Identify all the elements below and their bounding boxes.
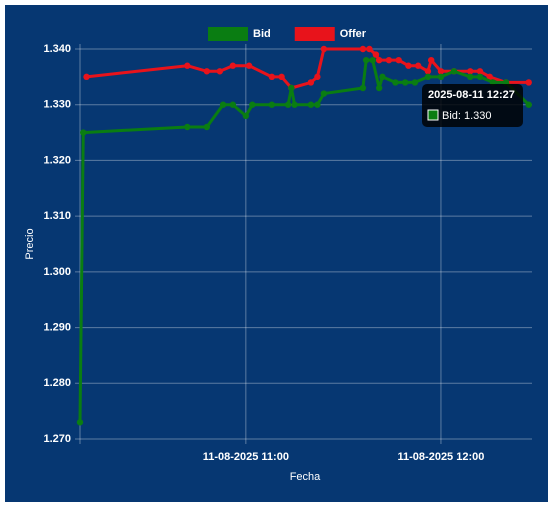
data-point: [476, 68, 484, 75]
data-point: [366, 45, 373, 53]
data-point: [437, 73, 445, 81]
data-point: [411, 79, 419, 86]
data-point: [450, 68, 458, 75]
data-point: [525, 79, 532, 86]
tooltip-label: Bid: 1.330: [442, 110, 492, 122]
data-point: [525, 101, 532, 108]
data-point: [486, 73, 493, 81]
data-point: [401, 79, 409, 86]
data-point: [467, 73, 474, 81]
data-point: [80, 129, 87, 136]
tooltip: 2025-08-11 12:27 Bid: 1.330: [422, 84, 523, 127]
y-axis-title: Precio: [24, 228, 36, 259]
data-point: [314, 73, 321, 81]
y-tick-label: 1.340: [43, 43, 71, 55]
data-point: [83, 73, 90, 81]
data-point: [268, 73, 276, 81]
data-point: [375, 56, 383, 64]
data-point: [216, 68, 224, 75]
data-point: [291, 101, 298, 108]
data-point: [372, 51, 380, 58]
data-point: [405, 62, 412, 69]
data-point: [314, 101, 321, 108]
x-tick-label: 11-08-2025 11:00: [203, 451, 289, 463]
data-point: [76, 419, 84, 426]
legend-label: Bid: [253, 28, 271, 40]
data-point: [359, 45, 367, 53]
data-point: [284, 101, 292, 108]
data-point: [359, 84, 367, 92]
y-tick-label: 1.280: [43, 377, 71, 389]
y-tick-label: 1.300: [43, 266, 71, 278]
data-point: [369, 56, 376, 64]
data-point: [467, 68, 474, 75]
x-tick-label: 11-08-2025 12:00: [398, 451, 485, 463]
data-point: [184, 62, 191, 69]
data-point: [278, 73, 285, 81]
data-point: [476, 73, 484, 81]
data-point: [437, 68, 445, 75]
data-point: [385, 56, 393, 64]
data-point: [245, 62, 253, 69]
x-axis-title: Fecha: [290, 471, 321, 483]
data-point: [392, 79, 399, 86]
data-point: [307, 101, 315, 108]
data-point: [249, 101, 256, 108]
tooltip-title: 2025-08-11 12:27: [428, 89, 515, 101]
legend-label: Offer: [340, 28, 367, 40]
data-point: [203, 68, 211, 75]
data-point: [375, 84, 383, 92]
tooltip-swatch: [427, 109, 439, 121]
data-point: [424, 68, 432, 75]
y-tick-label: 1.310: [43, 210, 71, 222]
data-point: [362, 56, 370, 64]
data-point: [203, 123, 211, 131]
data-point: [395, 56, 402, 64]
y-tick-label: 1.320: [43, 154, 71, 166]
y-tick-label: 1.330: [43, 99, 71, 111]
data-point: [424, 73, 432, 81]
legend-swatch: [208, 27, 248, 41]
data-point: [427, 56, 435, 64]
data-point: [414, 62, 422, 69]
data-point: [242, 112, 250, 120]
tooltip-box: [422, 84, 523, 127]
data-point: [229, 101, 237, 108]
data-point: [219, 101, 227, 108]
data-point: [288, 84, 295, 92]
y-tick-label: 1.270: [43, 433, 71, 445]
data-point: [268, 101, 276, 108]
data-point: [320, 90, 328, 97]
data-point: [184, 123, 191, 131]
legend-swatch: [294, 27, 335, 41]
data-point: [379, 73, 386, 81]
data-point: [307, 79, 315, 86]
y-tick-label: 1.290: [43, 321, 71, 333]
data-point: [229, 62, 237, 69]
data-point: [320, 45, 328, 53]
